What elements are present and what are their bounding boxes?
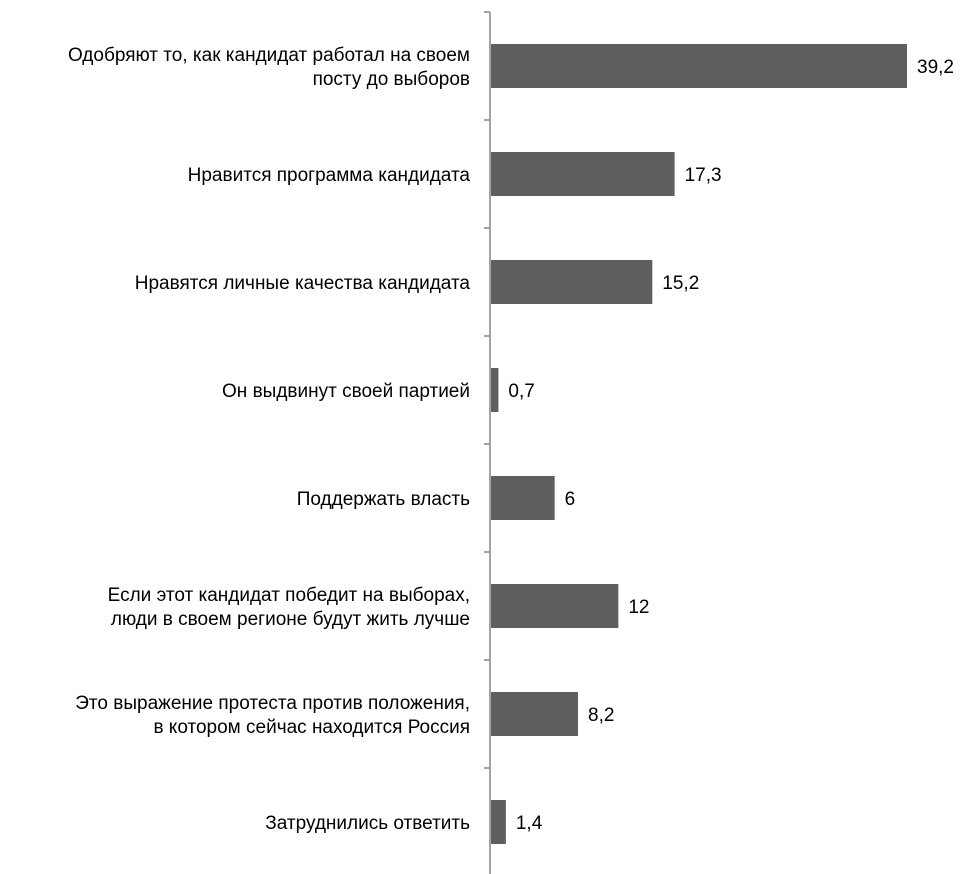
- bars: [491, 44, 907, 844]
- category-label-line: в котором сейчас находится Россия: [153, 717, 470, 738]
- category-label-line: Затруднились ответить: [265, 813, 470, 834]
- category-label-line: посту до выборов: [313, 69, 470, 90]
- category-label-line: Одобряют то, как кандидат работал на сво…: [68, 45, 470, 66]
- category-label-4: Он выдвинут своей партией: [222, 381, 470, 402]
- value-label-4: 0,7: [508, 381, 534, 402]
- bar-2: [491, 152, 675, 196]
- category-label-7: Это выражение протеста против положения,…: [75, 693, 470, 738]
- bar-1: [491, 44, 907, 88]
- category-label-line: люди в своем регионе будут жить лучше: [111, 609, 470, 630]
- bar-8: [491, 800, 506, 844]
- value-label-2: 17,3: [685, 165, 722, 186]
- category-label-line: Он выдвинут своей партией: [222, 381, 470, 402]
- bar-3: [491, 260, 653, 304]
- category-label-line: Поддержать власть: [297, 489, 470, 510]
- category-label-line: Если этот кандидат победит на выборах,: [108, 585, 470, 606]
- value-label-1: 39,2: [917, 57, 954, 78]
- category-label-2: Нравится программа кандидата: [188, 165, 471, 186]
- category-label-8: Затруднились ответить: [265, 813, 470, 834]
- value-label-8: 1,4: [516, 813, 543, 834]
- category-label-line: Нравится программа кандидата: [188, 165, 471, 186]
- category-label-5: Поддержать власть: [297, 489, 470, 510]
- bar-6: [491, 584, 619, 628]
- value-label-6: 12: [628, 597, 649, 618]
- category-axis: [484, 11, 491, 874]
- category-labels: Одобряют то, как кандидат работал на сво…: [68, 45, 470, 834]
- category-label-3: Нравятся личные качества кандидата: [135, 273, 471, 294]
- category-label-1: Одобряют то, как кандидат работал на сво…: [68, 45, 470, 90]
- category-label-line: Это выражение протеста против положения,: [75, 693, 470, 714]
- bar-4: [491, 368, 499, 412]
- category-label-6: Если этот кандидат победит на выборах, лю…: [108, 585, 470, 630]
- value-label-3: 15,2: [662, 273, 699, 294]
- bar-7: [491, 692, 579, 736]
- category-label-line: Нравятся личные качества кандидата: [135, 273, 471, 294]
- bar-5: [491, 476, 555, 520]
- value-label-5: 6: [565, 489, 576, 510]
- value-label-7: 8,2: [588, 705, 614, 726]
- value-labels: 39,2 17,3 15,2 0,7 6 12 8,2 1,4: [508, 57, 954, 834]
